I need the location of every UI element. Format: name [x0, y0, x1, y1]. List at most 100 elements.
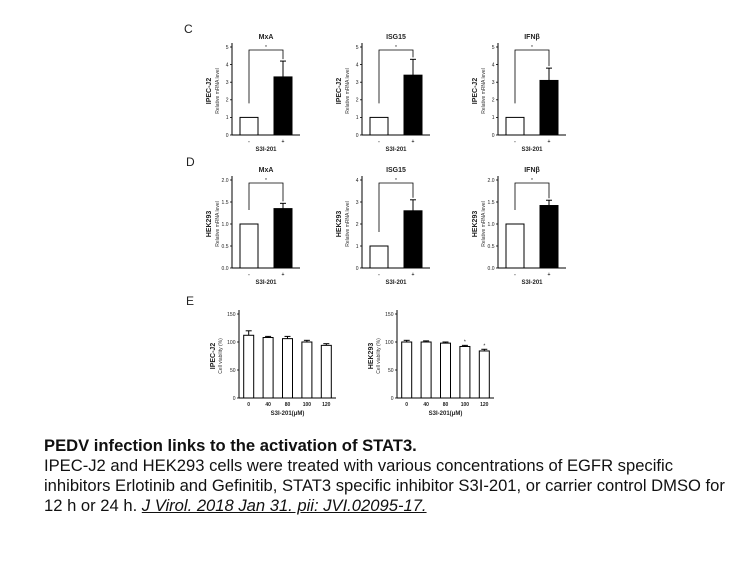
significance-bracket	[514, 49, 550, 104]
y-tick-label: 1	[226, 115, 229, 121]
chart-title: ISG15	[386, 34, 406, 41]
y-axis-label: Relative mRNA level	[215, 201, 221, 247]
significance-star: *	[464, 339, 466, 345]
y-tick-label: 0.0	[222, 266, 229, 272]
x-tick-label: 120	[480, 402, 489, 408]
caption-reference-link[interactable]: J Virol. 2018 Jan 31. pii: JVI.02095-17.	[141, 496, 427, 515]
x-tick-label: -	[378, 139, 380, 145]
y-axis-label: Relative mRNA level	[345, 68, 351, 114]
x-axis-label: S3I-201(μM)	[271, 411, 305, 417]
panel-label-c: C	[184, 22, 193, 36]
significance-bracket	[378, 182, 414, 232]
bar	[301, 341, 313, 399]
chart-title: IFNβ	[524, 34, 540, 41]
y-tick-label: 4	[356, 178, 359, 184]
cell-line-label: HEK293	[336, 211, 343, 238]
chart-title: MxA	[259, 167, 274, 174]
chart-0: 0 1 2 3 4 5 - + * MxA S3I-201 Relative mRNA levelIP…	[206, 34, 300, 153]
x-tick-label: +	[412, 139, 415, 145]
y-tick-label: 0	[492, 133, 495, 139]
chart-6: 0 50 100 150 0 40 80 100 120 S3I-201(μM) Cell viab…	[210, 310, 336, 417]
significance-bracket	[514, 182, 550, 210]
chart-title: MxA	[259, 34, 274, 41]
y-tick-label: 2	[226, 98, 229, 104]
x-axis-label: S3I-201	[521, 280, 543, 286]
figure-caption: PEDV infection links to the activation o…	[44, 436, 734, 516]
y-tick-label: 100	[385, 340, 394, 346]
y-tick-label: 0	[356, 133, 359, 139]
chart-title: IFNβ	[524, 167, 540, 174]
y-tick-label: 5	[356, 45, 359, 51]
significance-star: *	[395, 45, 397, 51]
x-tick-label: +	[282, 139, 285, 145]
x-axis-label: S3I-201(μM)	[429, 411, 463, 417]
y-tick-label: 1.0	[222, 222, 229, 228]
bar	[403, 74, 423, 136]
chart-3: 0.0 0.5 1.0 1.5 2.0 - + * MxA S3I-201 Relative mRN…	[206, 167, 300, 286]
cell-line-label: IPEC-J2	[336, 78, 343, 105]
x-tick-label: +	[412, 272, 415, 278]
figure-canvas: C D E 0 1 2 3 4 5 - + * MxA S3I-201 Relative mRNA l…	[184, 22, 566, 417]
y-tick-label: 2	[356, 222, 359, 228]
x-tick-label: -	[378, 272, 380, 278]
y-axis-label: Relative mRNA level	[481, 68, 487, 114]
chart-title: ISG15	[386, 167, 406, 174]
y-tick-label: 3	[356, 200, 359, 206]
x-tick-label: +	[548, 272, 551, 278]
significance-star: *	[265, 178, 267, 184]
y-tick-label: 2.0	[488, 178, 495, 184]
y-tick-label: 50	[388, 368, 394, 374]
x-axis-label: S3I-201	[521, 147, 543, 153]
significance-star: *	[483, 343, 485, 349]
cell-line-label: HEK293	[472, 211, 479, 238]
cell-line-label: IPEC-J2	[210, 343, 217, 370]
y-tick-label: 3	[492, 80, 495, 86]
bar	[420, 341, 432, 399]
bar	[401, 341, 413, 399]
cell-line-label: HEK293	[206, 211, 213, 238]
x-axis-label: S3I-201	[385, 147, 407, 153]
significance-star: *	[265, 45, 267, 51]
y-tick-label: 4	[492, 62, 495, 68]
y-tick-label: 1.0	[488, 222, 495, 228]
y-tick-label: 50	[230, 368, 236, 374]
y-tick-label: 1	[356, 244, 359, 250]
y-tick-label: 1	[356, 115, 359, 121]
bar	[243, 334, 255, 399]
x-tick-label: -	[514, 272, 516, 278]
chart-1: 0 1 2 3 4 5 - + * ISG15 S3I-201 Relative mRNA level…	[336, 34, 430, 153]
bar	[369, 116, 389, 136]
y-tick-label: 1.5	[222, 200, 229, 206]
bar	[505, 223, 525, 269]
caption-title: PEDV infection links to the activation o…	[44, 436, 417, 455]
y-axis-label: Relative mRNA level	[345, 201, 351, 247]
significance-bracket	[378, 49, 414, 104]
bar	[505, 116, 525, 136]
y-tick-label: 2	[356, 98, 359, 104]
significance-star: *	[395, 178, 397, 184]
chart-4: 0 1 2 3 4 - + * ISG15 S3I-201 Relative mRNA levelH…	[336, 167, 430, 286]
y-tick-label: 0.5	[488, 244, 495, 250]
cell-line-label: IPEC-J2	[206, 78, 213, 105]
y-axis-label: Relative mRNA level	[215, 68, 221, 114]
bar	[369, 245, 389, 269]
bar	[440, 342, 451, 399]
bar	[403, 210, 423, 269]
y-tick-label: 3	[226, 80, 229, 86]
bar	[282, 338, 293, 399]
x-tick-label: +	[548, 139, 551, 145]
y-tick-label: 2	[492, 98, 495, 104]
x-axis-label: S3I-201	[255, 280, 277, 286]
y-tick-label: 1.5	[488, 200, 495, 206]
cell-line-label: IPEC-J2	[472, 78, 479, 105]
y-tick-label: 4	[356, 62, 359, 68]
y-tick-label: 0	[391, 396, 394, 402]
bar	[273, 76, 293, 136]
y-tick-label: 0.0	[488, 266, 495, 272]
x-tick-label: 120	[322, 402, 331, 408]
x-tick-label: -	[514, 139, 516, 145]
y-tick-label: 5	[492, 45, 495, 51]
y-tick-label: 0	[356, 266, 359, 272]
bar	[478, 350, 490, 399]
